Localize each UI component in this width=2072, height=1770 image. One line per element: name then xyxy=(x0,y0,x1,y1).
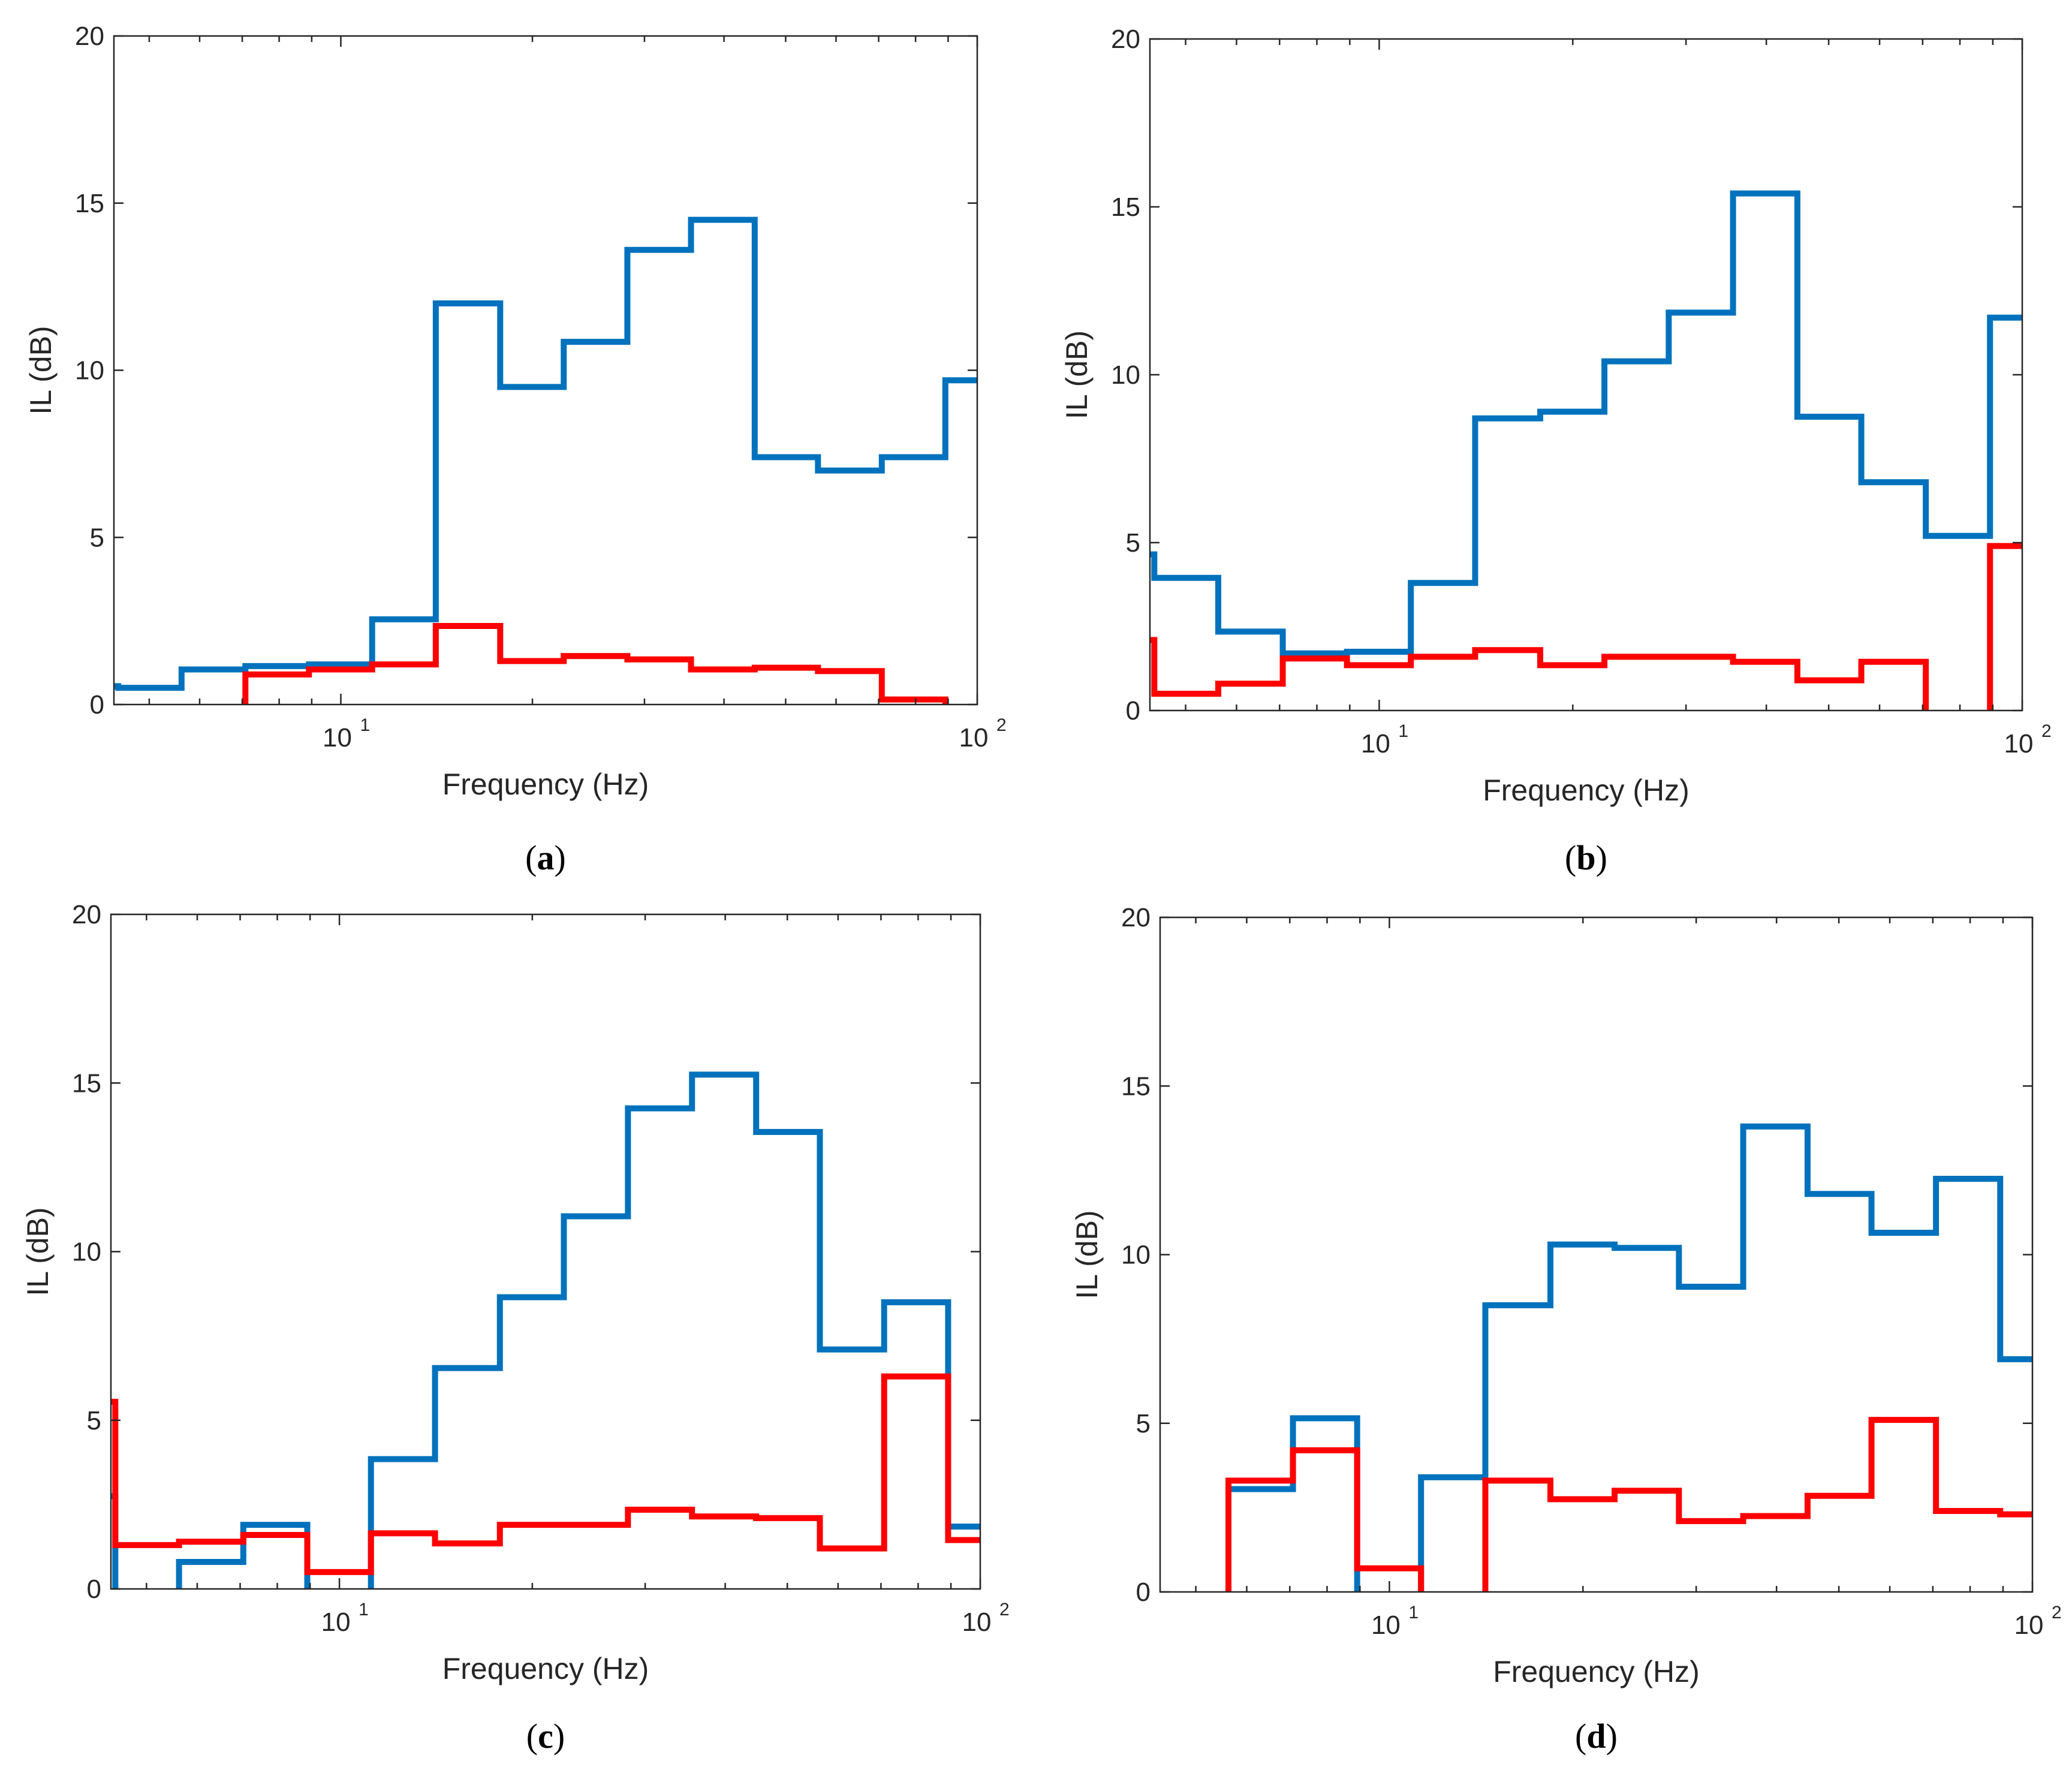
x-tick-exponent: 2 xyxy=(2052,1603,2062,1622)
series-red-line xyxy=(111,1373,980,1575)
panel-label: (b) xyxy=(1565,838,1607,877)
y-tick-label: 10 xyxy=(1121,1241,1151,1270)
x-tick-exponent: 2 xyxy=(2041,721,2052,741)
series-blue-line xyxy=(1225,1415,1360,1592)
x-tick-label: 10 xyxy=(323,723,352,752)
y-tick-label: 0 xyxy=(1136,1578,1151,1607)
series-group xyxy=(1225,1123,2032,1592)
y-axis-title: IL (dB) xyxy=(21,1207,55,1296)
panel-b: 0 5 10 15 20 10 1 10 2 Frequency (Hz) IL (dB) (b) xyxy=(1060,25,2052,877)
x-tick-label: 10 xyxy=(1371,1611,1401,1640)
x-tick-exponent: 1 xyxy=(1398,721,1408,741)
series-blue-line xyxy=(368,1071,951,1589)
series-red-line xyxy=(1150,637,1929,711)
y-tick-label: 15 xyxy=(75,189,104,218)
y-tick-label: 20 xyxy=(75,22,104,51)
panel-label: (d) xyxy=(1575,1717,1618,1756)
x-tick-label: 10 xyxy=(962,1608,992,1637)
series-red-line xyxy=(1987,543,2022,711)
y-tick-label: 20 xyxy=(1111,25,1140,54)
y-tick-label: 20 xyxy=(1121,903,1151,932)
panel-label: (a) xyxy=(525,838,566,877)
y-axis-title: IL (dB) xyxy=(1060,330,1094,419)
panel-d: 0 5 10 15 20 10 1 10 2 Frequency (Hz) IL (dB) (d) xyxy=(1070,903,2062,1756)
y-tick-label: 10 xyxy=(1111,360,1140,390)
x-axis-title: Frequency (Hz) xyxy=(442,767,649,801)
y-tick-label: 20 xyxy=(72,900,101,929)
panel-c: 0 5 10 15 20 10 1 10 2 Frequency (Hz) IL (dB) (c) xyxy=(21,900,1010,1756)
y-tick-label: 0 xyxy=(1126,696,1140,726)
series-red-line xyxy=(1482,1417,2032,1592)
x-tick-label: 10 xyxy=(2014,1611,2044,1640)
x-tick-label: 10 xyxy=(321,1608,351,1637)
x-tick-label: 10 xyxy=(1361,729,1390,758)
panel-label: (c) xyxy=(526,1717,565,1756)
axes-frame xyxy=(1149,38,2023,712)
x-tick-exponent: 1 xyxy=(360,715,370,735)
series-group xyxy=(111,1071,980,1589)
y-tick-label: 15 xyxy=(1111,192,1140,222)
series-group xyxy=(114,216,977,705)
panel-a: 0 5 10 15 20 10 1 10 2 Frequency (Hz) IL (dB) (a) xyxy=(24,22,1007,877)
y-tick-label: 0 xyxy=(87,1575,101,1604)
y-axis-title: IL (dB) xyxy=(24,326,58,414)
series-blue-line xyxy=(945,1496,980,1530)
y-tick-label: 0 xyxy=(90,690,104,720)
x-tick-label: 10 xyxy=(2004,729,2034,758)
y-tick-label: 15 xyxy=(1121,1071,1151,1101)
x-tick-exponent: 1 xyxy=(1408,1603,1419,1622)
y-tick-label: 10 xyxy=(75,356,104,386)
y-tick-label: 5 xyxy=(90,523,104,552)
y-tick-label: 5 xyxy=(1126,528,1140,558)
series-group xyxy=(1150,190,2022,711)
series-blue-line xyxy=(1150,190,2022,657)
y-tick-label: 10 xyxy=(72,1238,101,1267)
x-axis-title: Frequency (Hz) xyxy=(1493,1655,1700,1688)
x-tick-exponent: 2 xyxy=(999,1600,1010,1620)
y-axis-title: IL (dB) xyxy=(1070,1210,1104,1299)
series-blue-line xyxy=(1418,1123,2032,1592)
x-axis-title: Frequency (Hz) xyxy=(442,1652,649,1685)
y-tick-label: 5 xyxy=(87,1406,101,1435)
series-red-line xyxy=(1225,1447,1425,1592)
series-blue-line xyxy=(114,216,977,691)
axes-frame xyxy=(113,35,978,706)
x-tick-exponent: 1 xyxy=(359,1600,369,1620)
y-tick-label: 5 xyxy=(1136,1409,1151,1438)
x-tick-exponent: 2 xyxy=(996,715,1007,735)
axes-frame xyxy=(110,913,981,1590)
x-axis-title: Frequency (Hz) xyxy=(1483,773,1689,807)
x-tick-label: 10 xyxy=(959,723,989,752)
y-tick-label: 15 xyxy=(72,1068,101,1098)
series-red-line xyxy=(242,622,948,705)
